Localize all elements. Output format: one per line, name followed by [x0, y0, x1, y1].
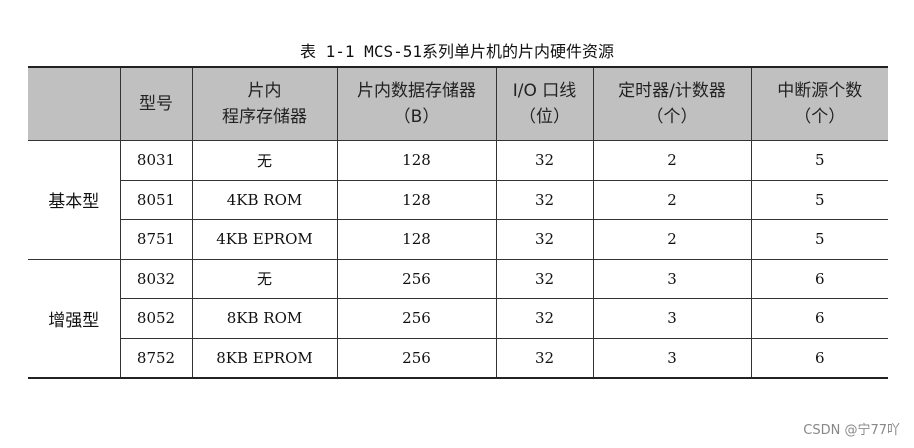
- cell-int: 6: [750, 258, 888, 299]
- header-model: 型号: [119, 66, 193, 141]
- header-row: 型号 片内 程序存储器 片内数据存储器 （B） I/O 口线 （位） 定时器/计数器（…: [28, 66, 888, 141]
- table-caption: 表 1-1 MCS-51系列单片机的片内硬件资源: [300, 42, 614, 61]
- cell-model: 8751: [119, 219, 193, 260]
- cell-prog: 8KB EPROM: [191, 337, 338, 379]
- cell-timer: 3: [592, 298, 752, 339]
- cell-prog: 无: [191, 140, 338, 181]
- cell-data: 128: [336, 140, 497, 181]
- cell-int: 6: [750, 298, 888, 339]
- cell-int: 5: [750, 179, 888, 220]
- table-row: 8052 8KB ROM 256 32 3 6: [28, 298, 888, 339]
- cell-model: 8032: [119, 258, 193, 299]
- header-program-memory: 片内 程序存储器: [191, 66, 338, 141]
- cell-timer: 2: [592, 140, 752, 181]
- table-row: 8051 4KB ROM 128 32 2 5: [28, 179, 888, 220]
- hardware-resources-table: 型号 片内 程序存储器 片内数据存储器 （B） I/O 口线 （位） 定时器/计数器（…: [28, 66, 888, 379]
- cell-prog: 4KB ROM: [191, 179, 338, 220]
- cell-int: 5: [750, 219, 888, 260]
- cell-timer: 2: [592, 219, 752, 260]
- cell-prog: 8KB ROM: [191, 298, 338, 339]
- header-blank: [28, 66, 121, 141]
- cell-io: 32: [495, 140, 594, 181]
- header-timer: 定时器/计数器 （个）: [592, 66, 752, 141]
- table-row: 8751 4KB EPROM 128 32 2 5: [28, 219, 888, 260]
- watermark: CSDN @宁77吖: [803, 423, 900, 438]
- cell-io: 32: [495, 179, 594, 220]
- table-row: 基本型 8031 无 128 32 2 5: [28, 140, 888, 260]
- cell-data: 128: [336, 219, 497, 260]
- cell-timer: 2: [592, 179, 752, 220]
- cell-data: 128: [336, 179, 497, 220]
- table-row: 8752 8KB EPROM 256 32 3 6: [28, 337, 888, 379]
- cell-data: 256: [336, 258, 497, 299]
- group-label: 增强型: [28, 258, 121, 379]
- cell-io: 32: [495, 258, 594, 299]
- cell-timer: 3: [592, 337, 752, 379]
- cell-prog: 无: [191, 258, 338, 299]
- header-io: I/O 口线 （位）: [495, 66, 594, 141]
- table-row: 增强型 8032 无 256 32 3 6: [28, 258, 888, 379]
- cell-data: 256: [336, 337, 497, 379]
- cell-int: 6: [750, 337, 888, 379]
- cell-io: 32: [495, 219, 594, 260]
- cell-io: 32: [495, 337, 594, 379]
- cell-int: 5: [750, 140, 888, 181]
- cell-model: 8052: [119, 298, 193, 339]
- cell-timer: 3: [592, 258, 752, 299]
- group-label: 基本型: [28, 140, 121, 260]
- cell-prog: 4KB EPROM: [191, 219, 338, 260]
- header-interrupts: 中断源个数 （个）: [750, 66, 888, 141]
- cell-model: 8031: [119, 140, 193, 181]
- cell-model: 8752: [119, 337, 193, 379]
- header-data-memory: 片内数据存储器 （B）: [336, 66, 497, 141]
- cell-model: 8051: [119, 179, 193, 220]
- cell-io: 32: [495, 298, 594, 339]
- cell-data: 256: [336, 298, 497, 339]
